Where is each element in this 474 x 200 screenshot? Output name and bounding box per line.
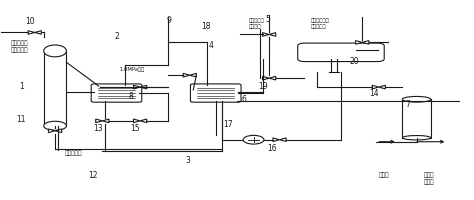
- Polygon shape: [134, 85, 140, 89]
- Polygon shape: [372, 85, 379, 89]
- Circle shape: [243, 135, 264, 144]
- Text: 1.0MPa蒸汽: 1.0MPa蒸汽: [120, 67, 145, 72]
- Polygon shape: [356, 41, 362, 44]
- Text: 13: 13: [93, 124, 102, 133]
- Text: 6: 6: [242, 95, 246, 104]
- Ellipse shape: [402, 136, 431, 140]
- Polygon shape: [28, 31, 35, 34]
- Polygon shape: [35, 31, 41, 34]
- Text: 反应产物自
闪蒸罐来: 反应产物自 闪蒸罐来: [249, 18, 264, 29]
- Text: 4: 4: [209, 41, 213, 50]
- Text: 16: 16: [268, 144, 277, 153]
- Text: 3: 3: [185, 156, 190, 165]
- Text: 12: 12: [88, 171, 98, 180]
- Polygon shape: [96, 119, 102, 123]
- FancyBboxPatch shape: [298, 43, 384, 62]
- Text: 19: 19: [258, 82, 268, 91]
- Text: 5: 5: [265, 15, 270, 24]
- Polygon shape: [55, 129, 62, 133]
- Text: 1: 1: [19, 82, 24, 91]
- Polygon shape: [273, 138, 280, 142]
- Ellipse shape: [44, 45, 66, 57]
- Text: 8: 8: [128, 92, 133, 101]
- Polygon shape: [102, 119, 109, 123]
- Polygon shape: [263, 33, 269, 36]
- Text: 14: 14: [369, 89, 379, 98]
- Text: 18: 18: [201, 22, 211, 31]
- Text: 17: 17: [223, 120, 232, 129]
- Polygon shape: [263, 76, 269, 80]
- Text: 15: 15: [130, 124, 140, 133]
- Text: 7: 7: [406, 100, 410, 109]
- Text: 2: 2: [114, 32, 119, 41]
- Bar: [402, 99, 431, 138]
- Text: 20: 20: [349, 57, 359, 66]
- FancyBboxPatch shape: [91, 84, 142, 102]
- Text: 至正丁烷塔: 至正丁烷塔: [64, 151, 82, 156]
- Text: 9: 9: [166, 16, 171, 25]
- Text: 凝结水
回收站: 凝结水 回收站: [424, 172, 434, 185]
- Polygon shape: [362, 41, 369, 44]
- Text: 10: 10: [25, 17, 35, 26]
- Ellipse shape: [44, 121, 66, 130]
- Text: 碱洗后反应产
物至水洗罐: 碱洗后反应产 物至水洗罐: [310, 18, 329, 29]
- FancyBboxPatch shape: [191, 84, 241, 102]
- Ellipse shape: [402, 96, 431, 102]
- Polygon shape: [183, 73, 190, 77]
- Polygon shape: [140, 119, 147, 123]
- Text: 换热站: 换热站: [379, 172, 389, 178]
- Polygon shape: [140, 85, 147, 89]
- Text: 11: 11: [16, 115, 25, 124]
- Polygon shape: [48, 129, 55, 133]
- Polygon shape: [269, 33, 276, 36]
- Polygon shape: [190, 73, 196, 77]
- Bar: [44, 51, 66, 126]
- Polygon shape: [280, 138, 286, 142]
- Polygon shape: [269, 76, 276, 80]
- Polygon shape: [134, 119, 140, 123]
- Text: 反应产物自
精制工段来: 反应产物自 精制工段来: [11, 40, 28, 53]
- Polygon shape: [379, 85, 385, 89]
